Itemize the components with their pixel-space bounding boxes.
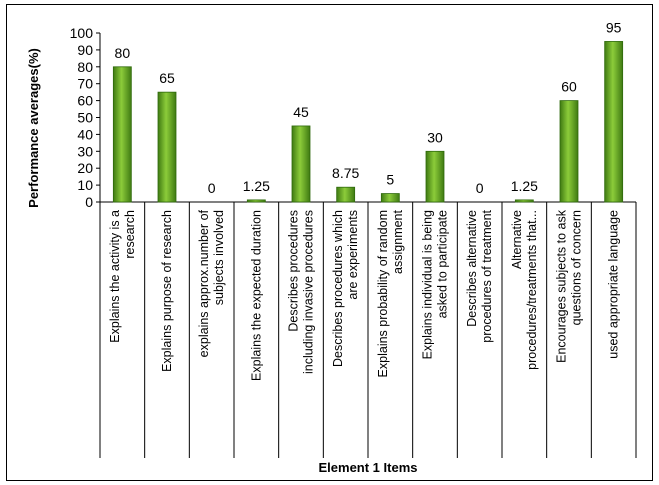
x-tick-label-line: Explains purpose of research — [160, 210, 174, 372]
x-tick-label: explains approx.number of subjects involv… — [197, 209, 226, 357]
data-label: 8.75 — [332, 165, 359, 181]
data-label: 1.25 — [511, 178, 538, 194]
x-tick-label: Describes alternative procedures of treat… — [465, 209, 494, 342]
x-tick-label-line: Explains individual is being — [421, 210, 435, 359]
x-tick-label-line: Describes procedures — [287, 210, 301, 332]
data-label: 5 — [386, 172, 394, 188]
x-tick-label-line: Explains probability of random — [376, 210, 390, 377]
data-label: 80 — [115, 45, 131, 61]
x-tick-label-line: research — [123, 210, 137, 259]
x-tick-label: Explains probability of random assignment — [376, 209, 405, 377]
bar — [291, 125, 311, 203]
x-tick-label: Describes procedures which are experiment… — [331, 210, 360, 367]
y-tick-label: 80 — [77, 59, 93, 75]
y-tick-label: 70 — [77, 76, 93, 92]
bar — [559, 100, 579, 203]
x-tick-label-line: subjects involved — [212, 210, 226, 305]
x-tick-label-line: including invasive procedures — [302, 210, 316, 374]
data-label: 1.25 — [243, 178, 270, 194]
x-tick-label-line: explains approx.number of — [197, 209, 211, 357]
x-tick-label-line: Describes alternative — [465, 210, 479, 327]
y-tick-label: 100 — [70, 25, 94, 41]
y-tick-label: 20 — [77, 160, 93, 176]
x-tick-label-line: questions of concern — [570, 210, 584, 325]
y-tick-label: 60 — [77, 93, 93, 109]
y-tick-label: 90 — [77, 42, 93, 58]
x-tick-label-line: are experiments — [346, 210, 360, 300]
x-tick-label-line: Explains the activity is a — [108, 210, 122, 343]
y-tick-label: 40 — [77, 126, 93, 142]
data-label: 30 — [427, 129, 443, 145]
data-label: 45 — [293, 104, 309, 120]
bar — [157, 91, 177, 203]
x-tick-label-line: assignment — [391, 209, 405, 273]
data-label: 0 — [208, 180, 216, 196]
x-tick-label: Explains individual is being asked to par… — [421, 210, 450, 359]
x-tick-label-line: used appropriate language — [607, 210, 621, 359]
y-tick-label: 10 — [77, 177, 93, 193]
x-axis-label: Element 1 Items — [319, 460, 418, 475]
x-tick-label-line: Encourages subjects to ask — [555, 209, 569, 363]
bar — [425, 150, 445, 203]
bar — [246, 199, 266, 203]
x-tick-label-line: Alternative — [510, 210, 524, 269]
data-label: 65 — [159, 70, 175, 86]
data-label: 95 — [606, 19, 622, 35]
bar — [604, 41, 624, 203]
x-tick-label-line: procedures/treatments that... — [525, 210, 539, 370]
x-tick-label: Explains purpose of research — [160, 210, 174, 372]
data-label: 60 — [561, 79, 577, 95]
bar — [112, 66, 132, 203]
y-tick-label: 30 — [77, 143, 93, 159]
bar — [336, 186, 356, 203]
x-tick-label: used appropriate language — [607, 210, 621, 359]
x-tick-label: Alternative procedures/treatments that... — [510, 210, 539, 370]
x-tick-label: Explains the expected duration — [249, 210, 263, 381]
x-tick-label-line: procedures of treatment — [480, 209, 494, 342]
data-label: 0 — [476, 180, 484, 196]
x-tick-label: Encourages subjects to ask questions of c… — [555, 209, 584, 363]
y-tick-label: 50 — [77, 110, 93, 126]
x-tick-label-line: Describes procedures which — [331, 210, 345, 367]
x-tick-label-line: asked to participate — [436, 210, 450, 318]
bar — [380, 193, 400, 203]
x-tick-label: Describes procedures including invasive p… — [287, 210, 316, 374]
x-tick-label-line: Explains the expected duration — [249, 210, 263, 381]
bar — [514, 199, 534, 203]
y-axis-label: Performance averages(%) — [26, 48, 41, 208]
y-tick-label: 0 — [85, 194, 93, 210]
x-tick-label: Explains the activity is a research — [108, 210, 137, 343]
